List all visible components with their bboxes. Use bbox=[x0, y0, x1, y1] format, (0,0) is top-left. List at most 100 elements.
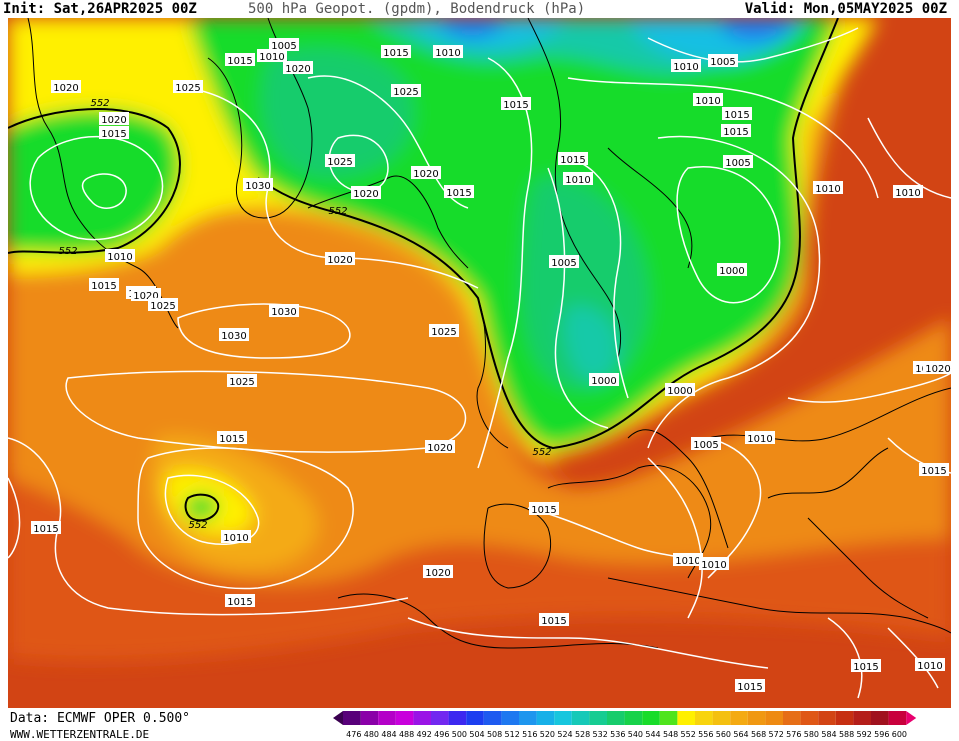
contour-label-text: 1025 bbox=[327, 157, 352, 168]
contour-labels: 5525525525525521005101010151020101010151… bbox=[31, 38, 951, 693]
legend-tick-label: 512 bbox=[505, 730, 520, 739]
isobar-label: 1010 bbox=[221, 530, 251, 544]
contour-label-text: 1020 bbox=[133, 291, 158, 302]
legend-tick-label: 476 bbox=[346, 730, 361, 739]
isobar-label: 1020 bbox=[51, 80, 81, 94]
isobar-label: 1020 bbox=[351, 186, 381, 200]
contour-label-text: 1020 bbox=[427, 443, 452, 454]
contour-label-text: 1020 bbox=[413, 169, 438, 180]
legend-swatch bbox=[642, 711, 660, 725]
isobar-label: 1005 bbox=[269, 38, 299, 52]
isobar-label: 1025 bbox=[173, 80, 203, 94]
contour-label-text: 1015 bbox=[723, 127, 748, 138]
isobar-label: 1030 bbox=[243, 178, 273, 192]
legend-swatch bbox=[483, 711, 502, 725]
legend-tick-label: 568 bbox=[751, 730, 766, 739]
contour-label-text: 1000 bbox=[667, 386, 692, 397]
contour-label-text: 1010 bbox=[675, 556, 700, 567]
legend-ticks: 476 480 484 488 492 496 500 504 508 512 516 520 524 5… bbox=[346, 730, 907, 739]
isobar-label: 1005 bbox=[723, 155, 753, 169]
isobar-label: 1025 bbox=[148, 298, 178, 312]
isobar-label: 1025 bbox=[227, 374, 257, 388]
legend-swatch bbox=[501, 711, 519, 725]
isobar-label: 1010 bbox=[893, 185, 923, 199]
init-time: Init: Sat,26APR2025 00Z bbox=[3, 1, 197, 17]
legend-swatch bbox=[589, 711, 607, 725]
isobar-label: 1015 bbox=[851, 659, 881, 673]
legend-tick-label: 592 bbox=[857, 730, 872, 739]
legend-tick-label: 596 bbox=[874, 730, 889, 739]
contour-label-text: 1020 bbox=[101, 115, 126, 126]
contour-label-text: 1015 bbox=[541, 616, 566, 627]
legend-swatch bbox=[853, 711, 871, 725]
contour-label-text: 1005 bbox=[551, 258, 576, 269]
isobar-label: 1015 bbox=[381, 45, 411, 59]
isobar-label: 1025 bbox=[429, 324, 459, 338]
isobar-label: 1010 bbox=[105, 249, 135, 263]
weather-map: 552 552 552 552 552 1005 1010 1015 1020 1010 1015 1… bbox=[8, 18, 951, 708]
isobar-label: 1015 bbox=[722, 107, 752, 121]
geopot-552-contour-main bbox=[257, 18, 839, 450]
legend-swatch bbox=[835, 711, 854, 725]
legend-swatch bbox=[677, 711, 695, 725]
website-credit: WWW.WETTERZENTRALE.DE bbox=[10, 728, 150, 741]
legend-tick-label: 556 bbox=[698, 730, 713, 739]
legend-tick-label: 484 bbox=[381, 730, 396, 739]
isobar-label: 1010 bbox=[813, 181, 843, 195]
contour-label-text: 1010 bbox=[747, 434, 772, 445]
geopot-552-label: 552 bbox=[58, 246, 77, 257]
contour-label-text: 1005 bbox=[725, 158, 750, 169]
isobar-label: 1030 bbox=[269, 304, 299, 318]
geopot-552-label: 552 bbox=[532, 447, 551, 458]
valid-time: Valid: Mon,05MAY2025 00Z bbox=[744, 1, 947, 17]
legend-swatch bbox=[659, 711, 678, 725]
isobar-label: 1020 bbox=[425, 440, 455, 454]
isobar-label: 1020 bbox=[923, 361, 951, 375]
contour-label-text: 1015 bbox=[91, 281, 116, 292]
isobar-label: 1020 bbox=[423, 565, 453, 579]
legend-swatch bbox=[783, 711, 801, 725]
legend-tick-label: 492 bbox=[417, 730, 432, 739]
isobar-label: 1005 bbox=[691, 437, 721, 451]
legend-tick-label: 580 bbox=[804, 730, 819, 739]
legend-arrow-right bbox=[906, 711, 917, 725]
contour-label-text: 1010 bbox=[695, 96, 720, 107]
contour-label-text: 1015 bbox=[227, 597, 252, 608]
legend-tick-label: 508 bbox=[487, 730, 502, 739]
isobar-label: 1025 bbox=[391, 84, 421, 98]
isobar-label: 1015 bbox=[217, 431, 247, 445]
contour-label-text: 552 bbox=[58, 246, 77, 257]
isobar-label: 1030 bbox=[219, 328, 249, 342]
legend-swatch bbox=[413, 711, 431, 725]
contour-label-text: 1010 bbox=[259, 52, 284, 63]
contour-label-text: 1020 bbox=[53, 83, 78, 94]
field-green-mid-east bbox=[521, 176, 648, 390]
legend-tick-label: 572 bbox=[769, 730, 784, 739]
contour-label-text: 1015 bbox=[446, 188, 471, 199]
contour-label-text: 1020 bbox=[925, 364, 950, 375]
contour-label-text: 1025 bbox=[393, 87, 418, 98]
isobar-label: 1010 bbox=[673, 553, 703, 567]
geopot-552-label: 552 bbox=[328, 206, 347, 217]
isobar-label: 1015 bbox=[99, 126, 129, 140]
legend-swatch bbox=[730, 711, 748, 725]
isobar-label: 1010 bbox=[671, 59, 701, 73]
legend-tick-label: 500 bbox=[452, 730, 467, 739]
isobar-label: 1005 bbox=[708, 54, 738, 68]
contour-label-text: 1020 bbox=[425, 568, 450, 579]
contour-label-text: 1005 bbox=[710, 57, 735, 68]
geopot-552-label: 552 bbox=[90, 98, 109, 109]
isobar-label: 1000 bbox=[589, 373, 619, 387]
field-blue bbox=[438, 18, 508, 38]
isobar-label: 1015 bbox=[721, 124, 751, 138]
legend-colorbar: 476 480 484 488 492 496 500 504 508 512 516 520 524 5… bbox=[333, 711, 917, 739]
legend-tick-label: 552 bbox=[681, 730, 696, 739]
legend-swatch bbox=[519, 711, 537, 725]
field-blue-east bbox=[718, 18, 798, 41]
contour-label-text: 1015 bbox=[227, 56, 252, 67]
contour-label-text: 1010 bbox=[701, 560, 726, 571]
legend-tick-label: 588 bbox=[839, 730, 854, 739]
contour-label-text: 1015 bbox=[531, 505, 556, 516]
isobar-label: 1010 bbox=[745, 431, 775, 445]
geopot-552-contour-south bbox=[184, 493, 220, 522]
